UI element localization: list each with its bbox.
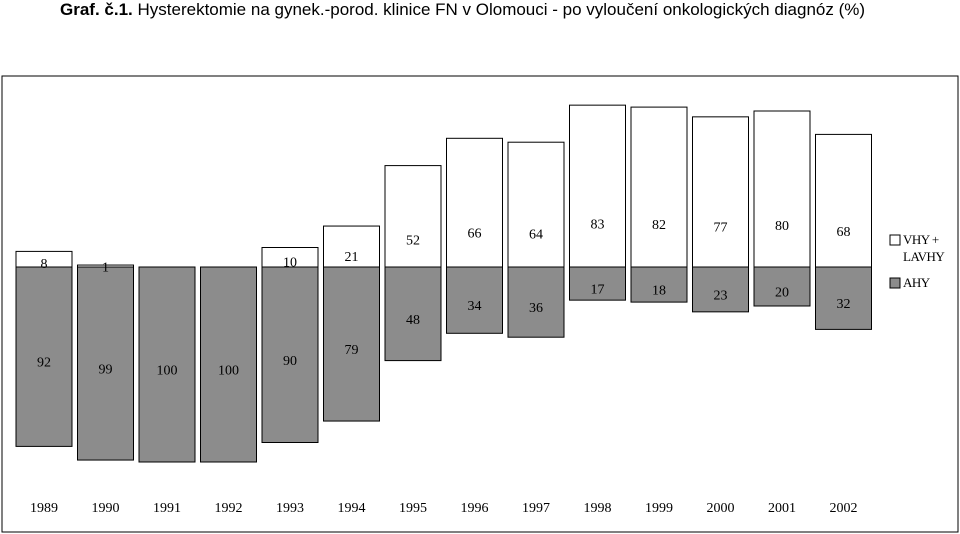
label-vhy-1999: 82 [652, 218, 666, 233]
x-axis: 1989 1990 1991 1992 1993 1994 1995 1996 1997 1998… [30, 501, 858, 516]
label-vhy-1998: 83 [591, 217, 605, 232]
label-vhy-1993: 10 [283, 256, 297, 271]
label-vhy-1995: 52 [406, 234, 420, 249]
title-prefix: Graf. č.1. [60, 0, 133, 19]
bar-vhy-1998 [569, 104, 626, 268]
legend: VHY + LAVHY AHY [889, 232, 946, 290]
label-ahy-2000: 23 [714, 288, 728, 303]
label-vhy-1996: 66 [468, 226, 482, 241]
bar-ahy-1998 [569, 266, 626, 301]
x-tick-1997: 1997 [522, 501, 550, 516]
label-ahy-1991: 100 [157, 364, 178, 379]
x-tick-1993: 1993 [276, 501, 304, 516]
x-tick-1989: 1989 [30, 501, 58, 516]
x-tick-1998: 1998 [584, 501, 612, 516]
label-ahy-1999: 18 [652, 284, 666, 299]
bar-ahy-1991 [138, 266, 196, 463]
x-tick-2001: 2001 [768, 501, 796, 516]
legend-label-vhy-1: VHY + [903, 232, 939, 247]
label-ahy-1992: 100 [218, 364, 239, 379]
bar-vhy-1995 [384, 165, 442, 268]
bar-vhy-1996 [446, 137, 503, 268]
label-ahy-2002: 32 [837, 297, 851, 312]
label-ahy-1990: 99 [99, 363, 113, 378]
bar-vhy-1999 [630, 106, 688, 268]
label-vhy-1990: 1 [102, 260, 109, 275]
legend-swatch-ahy [889, 277, 901, 289]
label-ahy-1998: 17 [591, 283, 605, 298]
title-text: Hysterektomie na gynek.-porod. klinice F… [137, 0, 866, 19]
x-tick-1990: 1990 [92, 501, 120, 516]
bar-ahy-1996 [446, 266, 503, 334]
bar-vhy-1993 [261, 247, 319, 268]
x-tick-1992: 1992 [215, 501, 243, 516]
bar-ahy-1997 [507, 266, 565, 338]
bar-vhy-1989 [15, 250, 73, 268]
bar-vhy-1997 [507, 141, 565, 268]
labels-group: 8 92 1 99 100 100 10 90 21 79 52 48 66 34 64 36 83 17 82 18… [37, 217, 851, 378]
page-title: Graf. č.1. Hysterektomie na gynek.-porod… [60, 0, 865, 20]
x-tick-1995: 1995 [399, 501, 427, 516]
legend-swatch-vhy [889, 234, 901, 246]
label-ahy-1994: 79 [345, 343, 359, 358]
x-tick-2000: 2000 [707, 501, 735, 516]
label-vhy-2000: 77 [714, 220, 728, 235]
label-ahy-1996: 34 [468, 299, 482, 314]
bar-vhy-1990 [77, 264, 134, 268]
label-ahy-1997: 36 [529, 301, 543, 316]
x-tick-1994: 1994 [338, 501, 366, 516]
bar-ahy-2000 [692, 266, 749, 313]
label-vhy-2002: 68 [837, 225, 851, 240]
bar-ahy-2002 [815, 266, 872, 330]
bar-vhy-2001 [753, 110, 811, 268]
label-vhy-2001: 80 [775, 219, 789, 234]
label-vhy-1997: 64 [529, 227, 543, 242]
bar-vhy-1994 [323, 225, 380, 268]
x-tick-1991: 1991 [153, 501, 181, 516]
bar-ahy-1989 [15, 266, 73, 447]
x-tick-1996: 1996 [461, 501, 489, 516]
label-ahy-1993: 90 [283, 354, 297, 369]
x-tick-1999: 1999 [645, 501, 673, 516]
bar-vhy-2002 [815, 133, 872, 268]
label-vhy-1989: 8 [41, 257, 48, 272]
bar-ahy-1995 [384, 266, 442, 362]
label-ahy-1995: 48 [406, 313, 420, 328]
bar-vhy-2000 [692, 116, 749, 268]
x-tick-2002: 2002 [830, 501, 858, 516]
bar-ahy-1992 [200, 266, 257, 463]
label-vhy-1994: 21 [345, 250, 359, 265]
label-ahy-2001: 20 [775, 286, 789, 301]
legend-label-vhy-2: LAVHY [903, 249, 945, 264]
bars-group [15, 104, 872, 463]
legend-label-ahy: AHY [903, 275, 931, 290]
bar-ahy-1990 [77, 266, 134, 461]
label-ahy-1989: 92 [37, 356, 51, 371]
